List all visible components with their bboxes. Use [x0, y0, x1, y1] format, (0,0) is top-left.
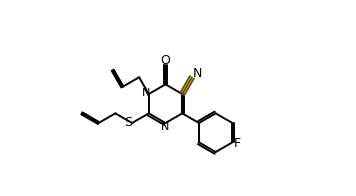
Text: N: N [193, 67, 202, 80]
Text: S: S [124, 116, 132, 129]
Text: N: N [161, 122, 169, 132]
Text: O: O [161, 54, 171, 66]
Text: N: N [142, 88, 150, 98]
Text: F: F [234, 137, 241, 150]
